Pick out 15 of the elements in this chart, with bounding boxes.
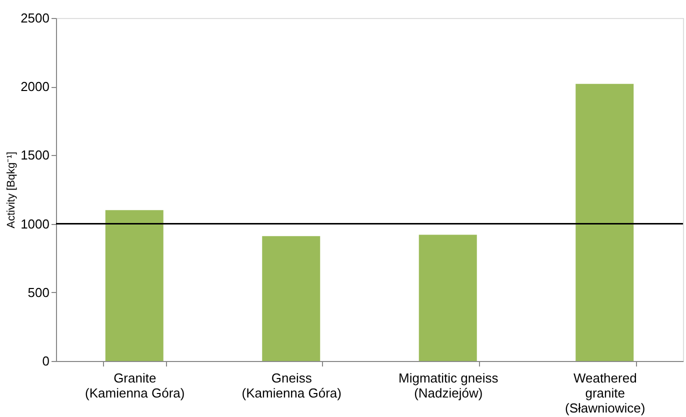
x-tick-label: Weathered granite (Sławniowice) — [565, 370, 646, 416]
y-tick-label: 2000 — [20, 79, 50, 94]
bar — [576, 84, 634, 361]
y-tick-label: 500 — [28, 284, 50, 300]
y-axis-title: Activity [Bqkg⁻¹] — [6, 152, 18, 228]
x-tick-label: Migmatitic gneiss (Nadziejów) — [398, 370, 499, 400]
y-tick-label: 1500 — [20, 148, 50, 163]
bar — [105, 210, 164, 361]
y-tick-label: 2500 — [20, 10, 50, 26]
bar — [262, 236, 320, 361]
x-tick-label: Granite (Kamienna Góra) — [85, 370, 185, 400]
bar — [418, 234, 477, 361]
y-tick-label: 1000 — [20, 216, 50, 232]
y-tick-label: 0 — [42, 354, 50, 368]
x-tick-label: Gneiss (Kamienna Góra) — [242, 370, 342, 400]
